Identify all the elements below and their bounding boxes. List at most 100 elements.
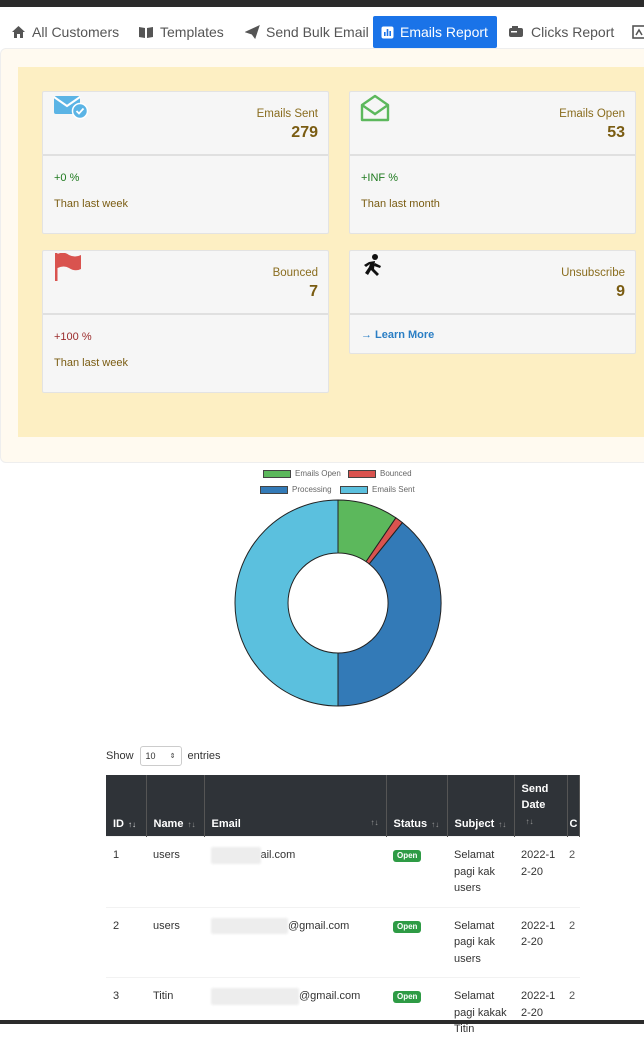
col-label: Name — [153, 818, 184, 830]
legend-item-emails-open[interactable]: Emails Open — [263, 469, 341, 478]
cell-subject: Selamat pagi kak users — [447, 836, 514, 907]
sort-icon: ↑↓ — [187, 820, 196, 829]
donut-slice-emails-sent[interactable] — [234, 499, 339, 707]
tab-label: All Customers — [32, 24, 120, 40]
cell-clipped: 2 — [567, 906, 580, 978]
legend-swatch — [263, 469, 291, 478]
cell-id: 2 — [106, 906, 146, 978]
status-badge: Open — [393, 850, 422, 862]
table-row[interactable]: 2 users xxxxxxxxxxxxxx@gmail.com Open Se… — [106, 906, 580, 978]
cell-clipped: 2 — [567, 977, 580, 1048]
col-status[interactable]: Status ↑↓ — [386, 775, 448, 837]
tab-all-customers[interactable]: All Customers — [3, 16, 127, 48]
cell-email: xxxxxxxxxail.com — [204, 836, 386, 907]
bottom-bar — [0, 1020, 644, 1024]
col-subject[interactable]: Subject ↑↓ — [447, 775, 515, 837]
cell-subject: Selamat pagi kak users — [447, 906, 514, 978]
running-person-icon — [360, 253, 386, 286]
sort-icon: ↑↓ — [498, 820, 507, 829]
donut-slice-processing[interactable] — [337, 521, 442, 707]
cell-email: xxxxxxxxxxxxxx@gmail.com — [204, 906, 386, 978]
card-label: Unsubscribe — [561, 267, 625, 279]
learn-more-label: Learn More — [375, 329, 435, 341]
table-header-row: ID ↑↓ Name ↑↓ Email ↑↓ Status ↑↓ Subject ↑↓ S… — [106, 775, 581, 837]
cell-name: Titin — [146, 977, 204, 1048]
col-name[interactable]: Name ↑↓ — [146, 775, 205, 837]
stats-inner: Emails Sent 279 +0 % Than last week Emai… — [18, 67, 644, 437]
arrow-right-icon: → — [361, 329, 372, 341]
page-size-control: Show 10 ⇕ entries — [106, 746, 221, 766]
show-label: Show — [106, 750, 134, 762]
legend-item-emails-sent[interactable]: Emails Sent — [340, 485, 415, 494]
card-subtext: Than last week — [54, 357, 128, 369]
col-email[interactable]: Email ↑↓ — [204, 775, 387, 837]
cell-name: users — [146, 906, 204, 978]
col-label: Subject — [454, 818, 495, 830]
cell-date: 2022-12-20 — [514, 836, 567, 907]
email-visible: @gmail.com — [288, 919, 350, 932]
redacted-block: xxxxxxxxx — [211, 847, 261, 864]
report-icon — [632, 25, 644, 39]
emails-table: ID ↑↓ Name ↑↓ Email ↑↓ Status ↑↓ Subject ↑↓ S… — [106, 775, 581, 1048]
cell-clipped: 2 — [567, 836, 580, 907]
learn-more-link[interactable]: → Learn More — [361, 329, 434, 341]
table-row[interactable]: 3 Titin xxxxxxxxxxxxxxxx@gmail.com Open … — [106, 977, 580, 1048]
sort-icon: ↑↓ — [128, 820, 136, 829]
redacted-block: xxxxxxxxxxxxxxxx — [211, 988, 299, 1005]
legend-label: Emails Open — [295, 469, 341, 478]
card-label: Emails Sent — [256, 108, 318, 120]
table-row[interactable]: 1 users xxxxxxxxxail.com Open Selamat pa… — [106, 836, 580, 907]
card-label: Emails Open — [559, 108, 625, 120]
sort-icon: ↑↓ — [370, 818, 379, 827]
flag-icon — [53, 252, 83, 286]
legend-item-processing[interactable]: Processing — [260, 485, 332, 494]
cell-date: 2022-12-20 — [514, 977, 567, 1048]
stats-panel: Emails Sent 279 +0 % Than last week Emai… — [0, 48, 644, 463]
status-badge: Open — [393, 991, 422, 1003]
cell-subject: Selamat pagi kakak Titin — [447, 977, 514, 1048]
unsubscribe-card: Unsubscribe 9 → Learn More — [349, 250, 636, 354]
page-size-select[interactable]: 10 ⇕ — [139, 746, 182, 766]
col-label: Email — [211, 818, 241, 830]
legend-label: Processing — [292, 485, 332, 494]
card-header: Unsubscribe 9 — [350, 251, 635, 315]
tab-clicks-report[interactable]: Clicks Report — [500, 16, 622, 48]
card-subtext: Than last week — [54, 198, 128, 210]
email-visible: ail.com — [260, 849, 296, 861]
bounced-card: Bounced 7 +100 % Than last week — [42, 250, 329, 393]
report-tabs: All Customers Templates Send Bulk Email … — [0, 16, 644, 48]
email-visible: @gmail.com — [299, 990, 361, 1002]
legend-item-bounced[interactable]: Bounced — [348, 469, 412, 478]
tab-send-bulk-email[interactable]: Send Bulk Email — [237, 16, 377, 48]
envelope-open-icon — [360, 94, 392, 127]
tab-label: Clicks Report — [531, 24, 615, 40]
sort-icon: ↑↓ — [525, 817, 534, 826]
emails-open-card: Emails Open 53 +INF % Than last month — [349, 91, 636, 234]
cell-status: Open — [386, 977, 447, 1048]
book-icon — [139, 26, 153, 38]
emails-sent-card: Emails Sent 279 +0 % Than last week — [42, 91, 329, 234]
sort-icon: ↑↓ — [431, 820, 440, 829]
mailbox-icon — [509, 26, 523, 37]
tab-overflow[interactable] — [624, 16, 644, 48]
col-send-date[interactable]: Send Date ↑↓ — [514, 775, 568, 837]
tab-templates[interactable]: Templates — [130, 16, 232, 48]
cell-id: 1 — [106, 836, 146, 907]
col-label: Send Date — [521, 783, 549, 811]
col-label: ID — [113, 818, 124, 830]
card-percent: +INF % — [361, 172, 398, 184]
tab-label: Emails Report — [400, 24, 488, 40]
card-header: Emails Sent 279 — [43, 92, 328, 156]
status-badge: Open — [393, 920, 422, 933]
col-id[interactable]: ID ↑↓ — [106, 775, 147, 837]
select-arrows-icon: ⇕ — [169, 753, 176, 760]
tab-emails-report[interactable]: Emails Report — [373, 16, 497, 48]
home-icon — [12, 26, 25, 38]
cell-status: Open — [386, 906, 447, 978]
card-value: 9 — [616, 283, 625, 300]
legend-swatch — [348, 469, 376, 478]
chart-icon — [381, 26, 394, 38]
tab-label: Send Bulk Email — [266, 24, 369, 40]
card-header: Bounced 7 — [43, 251, 328, 315]
col-clipped[interactable]: C — [567, 775, 581, 837]
